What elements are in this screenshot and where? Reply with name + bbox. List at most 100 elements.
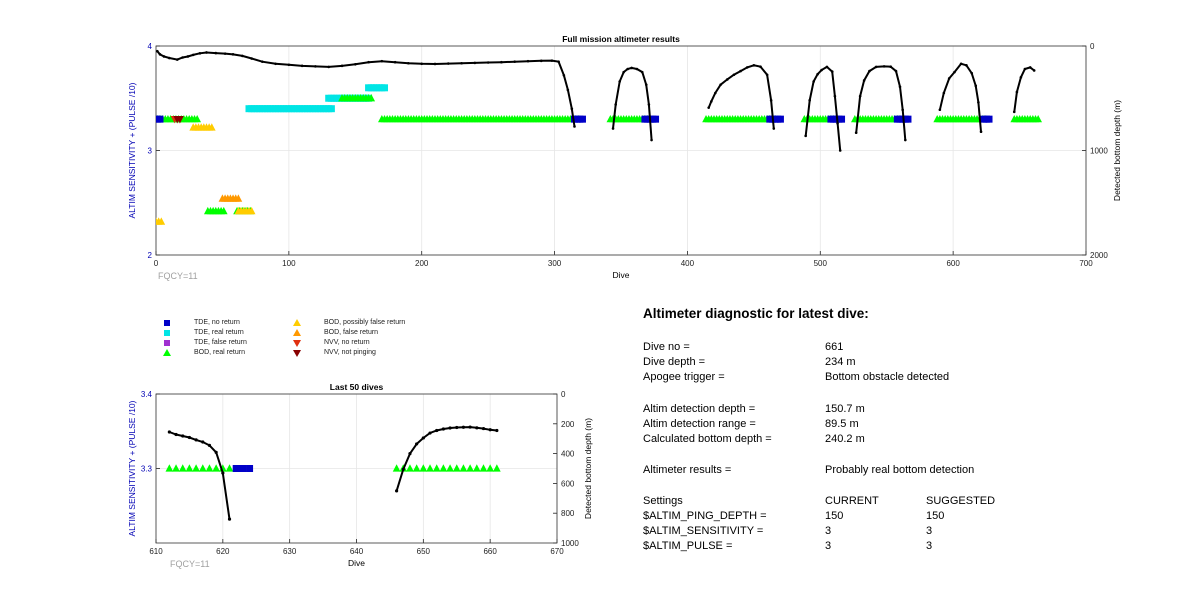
bottom-depth-point	[401, 467, 405, 471]
bottom-depth-point	[314, 65, 317, 68]
bottom-depth-point	[573, 125, 576, 128]
bottom-depth-point	[894, 69, 898, 73]
legend-label: TDE, false return	[194, 339, 247, 346]
bottom-depth-point	[622, 70, 625, 74]
event-marker-triangle-up	[165, 464, 174, 472]
event-marker-triangle-up	[486, 464, 495, 472]
event-marker-triangle-up	[192, 464, 200, 472]
event-marker-triangle-up	[472, 464, 481, 472]
bottom-depth-point	[739, 69, 742, 73]
ping-depth-suggested: 150	[926, 510, 945, 522]
event-marker-triangle-up	[207, 123, 216, 131]
event-marker-square	[904, 115, 912, 123]
legend-item-tde-false-return: TDE, false return	[158, 338, 298, 348]
event-marker-square	[156, 115, 164, 123]
event-marker-triangle-up	[178, 464, 187, 472]
bottom-depth-point	[977, 101, 980, 104]
dive-depth-label: Dive depth =	[643, 356, 706, 368]
altim-detection-depth-label: Altim detection depth =	[643, 403, 756, 415]
bottom-depth-point	[460, 61, 463, 65]
y-right-tick-label: 400	[561, 450, 575, 459]
bottom-depth-point	[250, 57, 253, 60]
legend-label: BOD, false return	[324, 329, 379, 336]
event-marker-triangle-up	[247, 206, 256, 215]
legend-item-nvv-no-return: NVV, no return	[288, 338, 458, 348]
bottom-depth-point	[473, 61, 477, 65]
bottom-depth-point	[1023, 67, 1027, 71]
x-tick-label: 670	[550, 547, 564, 556]
event-marker-triangle-up	[185, 464, 194, 472]
y-left-tick-label: 3.3	[141, 465, 153, 474]
legend-item-tde-no-return: TDE, no return	[158, 318, 298, 328]
y-right-axis-label: Detected bottom depth (m)	[1112, 100, 1122, 201]
bottom-depth-point	[198, 52, 202, 55]
x-tick-label: 620	[216, 547, 230, 556]
event-marker-triangle-up	[193, 114, 202, 123]
event-marker-triangle-up	[426, 464, 434, 472]
bottom-depth-point	[979, 130, 983, 133]
calculated-bottom-depth-value: 240.2 m	[825, 433, 865, 445]
event-marker-triangle-up	[205, 464, 214, 472]
chart-title: Last 50 dives	[330, 382, 384, 392]
bottom-depth-point	[965, 64, 968, 67]
bottom-depth-point	[626, 67, 629, 71]
bottom-depth-point	[327, 65, 331, 69]
x-tick-label: 610	[149, 547, 163, 556]
bottom-depth-series	[156, 49, 1036, 152]
bottom-depth-point	[186, 55, 190, 58]
legend-triangle-up-icon	[292, 328, 302, 338]
x-tick-label: 200	[415, 259, 429, 268]
bottom-depth-line	[395, 426, 497, 492]
x-tick-label: 660	[483, 547, 497, 556]
event-marker-square	[381, 84, 389, 92]
event-marker-triangle-up	[157, 217, 166, 225]
bottom-depth-point	[214, 51, 218, 55]
bottom-depth-point	[765, 73, 769, 77]
ping-depth-current: 150	[825, 510, 844, 522]
x-tick-label: 0	[154, 259, 159, 268]
bottom-depth-point	[407, 61, 410, 65]
bottom-depth-point	[227, 517, 232, 521]
bottom-depth-point	[820, 68, 823, 72]
bottom-depth-point	[808, 99, 811, 102]
bottom-depth-point	[300, 64, 304, 68]
bottom-depth-point	[340, 64, 344, 68]
plot-frame	[155, 393, 558, 544]
apogee-trigger-value: Bottom obstacle detected	[825, 371, 950, 383]
legend-triangle-up-icon	[292, 318, 302, 328]
event-marker-square	[239, 465, 247, 472]
event-marker-triangle-up	[225, 464, 234, 472]
event-marker-square	[246, 465, 254, 472]
bottom-depth-point	[481, 426, 486, 431]
bottom-depth-point	[618, 80, 621, 83]
fqcy-note: FQCY=11	[170, 559, 210, 569]
bottom-depth-point	[570, 107, 574, 110]
bottom-depth-point	[947, 77, 951, 80]
legend-item-bod-possibly-false: BOD, possibly false return	[288, 318, 458, 328]
event-marker-triangle-up	[1034, 114, 1043, 123]
event-marker-triangle-up	[493, 464, 501, 472]
y-right-tick-label: 800	[561, 509, 575, 518]
bottom-depth-point	[953, 70, 956, 74]
y-left-axis-label: ALTIM SENSITIVITY + (PULSE /10)	[127, 82, 137, 218]
bottom-depth-point	[287, 63, 291, 67]
bottom-depth-point	[223, 52, 227, 55]
event-marker-triangle-up	[419, 464, 428, 472]
event-marker-triangle-up	[459, 464, 468, 472]
bottom-depth-point	[825, 65, 829, 69]
bottom-depth-point	[221, 471, 225, 475]
bottom-depth-point	[231, 53, 235, 56]
bottom-depth-point	[468, 425, 472, 429]
legend-square-icon	[162, 338, 172, 348]
bottom-depth-point	[158, 53, 162, 56]
bottom-depth-point	[433, 62, 437, 66]
bottom-depth-point	[174, 432, 178, 437]
bottom-depth-point	[488, 428, 492, 432]
bottom-depth-point	[550, 59, 554, 62]
bottom-depth-point	[455, 425, 459, 430]
pulse-label: $ALTIM_PULSE =	[643, 540, 733, 552]
bottom-depth-point	[566, 88, 570, 92]
legend-item-bod-real-return: BOD, real return	[158, 348, 298, 358]
bottom-depth-point	[205, 51, 208, 54]
